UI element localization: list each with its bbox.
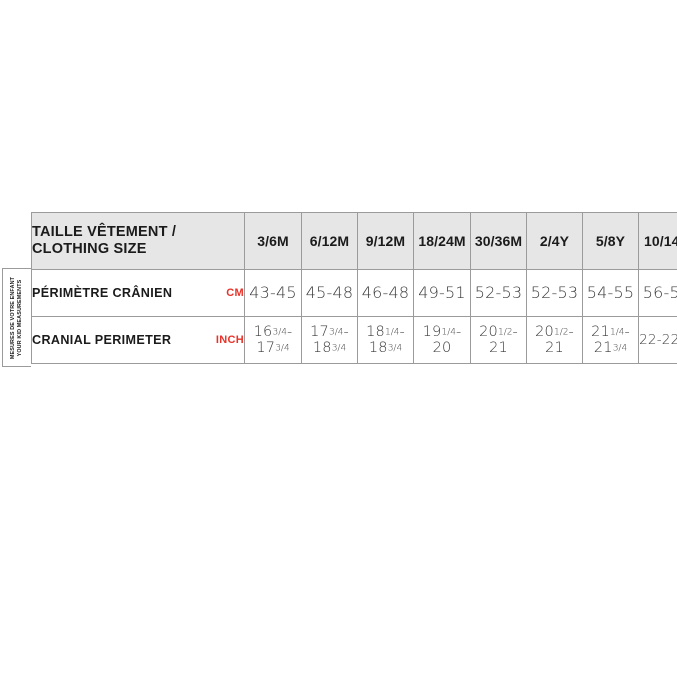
- cell-cm-3-6m: 43-45: [244, 269, 302, 317]
- cell-value: 45-48: [305, 283, 354, 302]
- clothing-size-table: TAILLE VÊTEMENT / CLOTHING SIZE 3/6M 6/1…: [31, 212, 677, 364]
- cell-cm-2-4y: 52-53: [526, 269, 583, 317]
- column-header-3-6m: 3/6M: [244, 212, 302, 270]
- column-header-label: 30/36M: [474, 233, 523, 249]
- cell-cm-5-8y: 54-55: [582, 269, 639, 317]
- cell-inch-2-4y: 201/2- 21: [526, 316, 583, 364]
- cell-inch-3-6m: 163/4- 173/4: [244, 316, 302, 364]
- cell-inch-6-12m: 173/4- 183/4: [301, 316, 358, 364]
- cell-cm-10-14y: 56-57: [638, 269, 677, 317]
- column-header-6-12m: 6/12M: [301, 212, 358, 270]
- cell-value: 163/4- 173/4: [253, 323, 293, 356]
- cell-value: 201/2- 21: [479, 323, 518, 357]
- column-header-18-24m: 18/24M: [413, 212, 471, 270]
- column-header-label: 10/14Y: [644, 233, 677, 249]
- table-row-inch: CRANIAL PERIMETER INCH 163/4- 173/4 173/4…: [31, 316, 677, 364]
- column-header-label: 6/12M: [309, 233, 350, 249]
- column-header-30-36m: 30/36M: [470, 212, 527, 270]
- cell-value: 22-221/2: [639, 331, 677, 348]
- cell-value: 211/4- 213/4: [591, 323, 630, 356]
- column-header-label: 18/24M: [418, 233, 466, 249]
- column-header-label: 9/12M: [365, 233, 406, 249]
- cell-value: 173/4- 183/4: [310, 323, 349, 356]
- side-label-line-en: YOUR KID MEASUREMENTS: [17, 279, 24, 356]
- column-header-label: 2/4Y: [539, 233, 570, 249]
- cell-value: 54-55: [586, 283, 635, 302]
- cell-value: 201/2- 21: [535, 323, 574, 357]
- cell-value: 191/4- 20: [422, 323, 462, 357]
- cell-inch-18-24m: 191/4- 20: [413, 316, 471, 364]
- cell-value: 46-48: [361, 283, 410, 302]
- cell-cm-30-36m: 52-53: [470, 269, 527, 317]
- unit-label-cm: CM: [226, 287, 244, 299]
- row-label-cell-inch: CRANIAL PERIMETER INCH: [31, 316, 245, 364]
- table-header-row: TAILLE VÊTEMENT / CLOTHING SIZE 3/6M 6/1…: [31, 212, 677, 270]
- cell-cm-9-12m: 46-48: [357, 269, 414, 317]
- cell-inch-5-8y: 211/4- 213/4: [582, 316, 639, 364]
- column-header-label: 3/6M: [257, 233, 289, 249]
- side-label-measurements: MESURES DE VOTRE ENFANT YOUR KID MEASURE…: [2, 268, 31, 367]
- row-label-cm: PÉRIMÈTRE CRÂNIEN: [32, 286, 173, 300]
- cell-value: 56-57: [642, 283, 677, 302]
- cell-inch-10-14y: 22-221/2: [638, 316, 677, 364]
- column-header-2-4y: 2/4Y: [526, 212, 583, 270]
- table-title-line1: TAILLE VÊTEMENT /: [32, 224, 177, 240]
- cell-inch-30-36m: 201/2- 21: [470, 316, 527, 364]
- side-label-line-fr: MESURES DE VOTRE ENFANT: [10, 276, 17, 359]
- unit-label-inch: INCH: [215, 334, 244, 346]
- cell-value: 43-45: [249, 283, 297, 302]
- cell-value: 181/4- 183/4: [366, 323, 405, 356]
- cell-inch-9-12m: 181/4- 183/4: [357, 316, 414, 364]
- cell-value: 52-53: [530, 283, 579, 302]
- column-header-9-12m: 9/12M: [357, 212, 414, 270]
- header-title-cell: TAILLE VÊTEMENT / CLOTHING SIZE: [31, 212, 245, 270]
- column-header-label: 5/8Y: [595, 233, 626, 249]
- row-label-inch: CRANIAL PERIMETER: [32, 333, 172, 347]
- column-header-5-8y: 5/8Y: [582, 212, 639, 270]
- table-row-cm: PÉRIMÈTRE CRÂNIEN CM 43-45 45-48 46-48 4…: [31, 269, 677, 317]
- column-header-10-14y: 10/14Y: [638, 212, 677, 270]
- cell-value: 49-51: [418, 283, 466, 302]
- cell-cm-18-24m: 49-51: [413, 269, 471, 317]
- table-title-line2: CLOTHING SIZE: [32, 241, 147, 257]
- row-label-cell-cm: PÉRIMÈTRE CRÂNIEN CM: [31, 269, 245, 317]
- side-label-text: MESURES DE VOTRE ENFANT YOUR KID MEASURE…: [10, 276, 24, 358]
- cell-cm-6-12m: 45-48: [301, 269, 358, 317]
- cell-value: 52-53: [474, 283, 523, 302]
